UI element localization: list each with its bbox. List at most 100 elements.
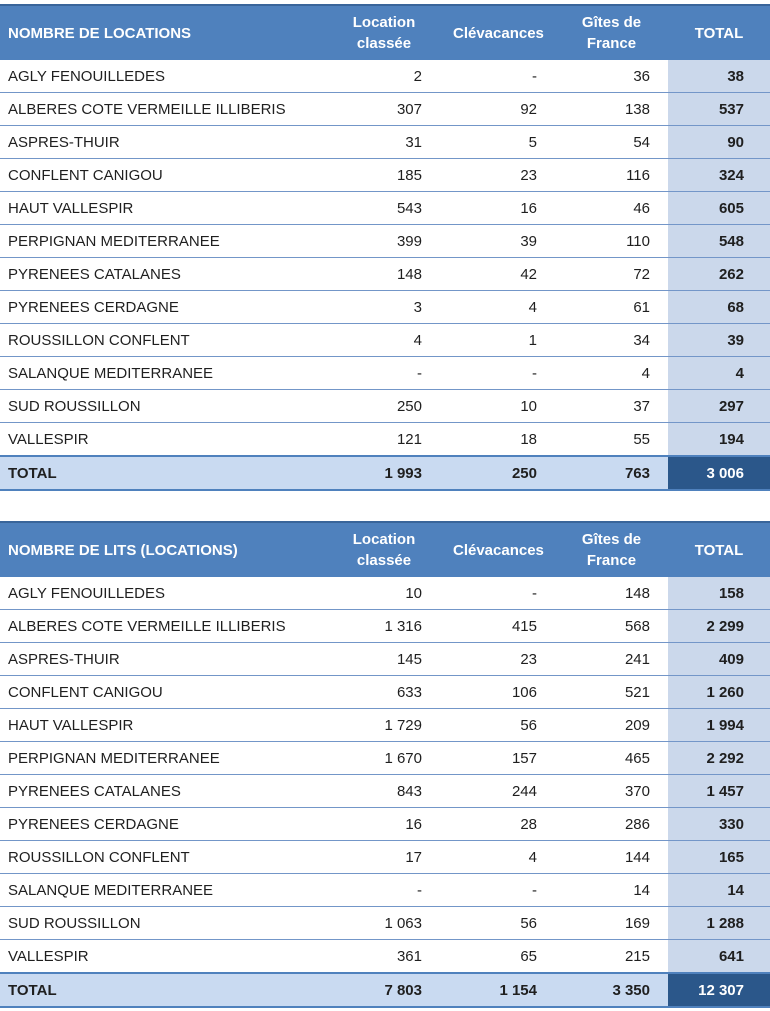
value-cell: 10 — [440, 389, 555, 423]
value-cell: 215 — [555, 939, 668, 974]
value-cell: 1 063 — [328, 906, 440, 940]
value-cell: 14 — [555, 873, 668, 907]
row-total-cell: 4 — [668, 356, 770, 390]
region-name: PYRENEES CATALANES — [0, 257, 328, 291]
table-row: ALBERES COTE VERMEILLE ILLIBERIS 307 92 138… — [0, 92, 770, 126]
value-cell: 843 — [328, 774, 440, 808]
row-total-cell: 165 — [668, 840, 770, 874]
region-name: AGLY FENOUILLEDES — [0, 60, 328, 93]
column-total: TOTAL — [668, 521, 770, 577]
row-total-cell: 38 — [668, 60, 770, 93]
total-row-label: TOTAL — [0, 972, 328, 1008]
header-row: NOMBRE DE LOCATIONS Location classée Clé… — [0, 4, 770, 60]
value-cell: 1 — [440, 323, 555, 357]
value-cell: 92 — [440, 92, 555, 126]
table-row: SALANQUE MEDITERRANEE - -4 4 — [0, 356, 770, 390]
table-row: PYRENEES CATALANES 148 42 72 262 — [0, 257, 770, 291]
row-total-cell: 1 260 — [668, 675, 770, 709]
total-row-label: TOTAL — [0, 455, 328, 491]
value-cell: 39 — [440, 224, 555, 258]
value-cell: 55 — [555, 422, 668, 457]
table-row: SUD ROUSSILLON 250 10 37 297 — [0, 389, 770, 423]
table-row: VALLESPIR 121 18 55 194 — [0, 422, 770, 457]
table-row: PYRENEES CERDAGNE 16 28 286 330 — [0, 807, 770, 841]
value-cell: 361 — [328, 939, 440, 974]
value-cell: 286 — [555, 807, 668, 841]
row-total-cell: 14 — [668, 873, 770, 907]
value-cell: 31 — [328, 125, 440, 159]
value-cell: 169 — [555, 906, 668, 940]
value-cell: - — [440, 60, 555, 93]
region-name: PERPIGNAN MEDITERRANEE — [0, 741, 328, 775]
value-cell: 16 — [328, 807, 440, 841]
value-cell: 121 — [328, 422, 440, 457]
value-cell: 65 — [440, 939, 555, 974]
region-name: HAUT VALLESPIR — [0, 191, 328, 225]
value-cell: 185 — [328, 158, 440, 192]
value-cell: 144 — [555, 840, 668, 874]
value-cell: 465 — [555, 741, 668, 775]
value-cell: 1 154 — [440, 972, 555, 1008]
value-cell: - — [440, 873, 555, 907]
value-cell: 116 — [555, 158, 668, 192]
row-total-cell: 605 — [668, 191, 770, 225]
value-cell: 399 — [328, 224, 440, 258]
row-total-cell: 537 — [668, 92, 770, 126]
value-cell: 521 — [555, 675, 668, 709]
region-name: SUD ROUSSILLON — [0, 389, 328, 423]
value-cell: 28 — [440, 807, 555, 841]
table-row: PERPIGNAN MEDITERRANEE 399 39 110 548 — [0, 224, 770, 258]
value-cell: 54 — [555, 125, 668, 159]
value-cell: 5 — [440, 125, 555, 159]
value-cell: 568 — [555, 609, 668, 643]
region-name: AGLY FENOUILLEDES — [0, 577, 328, 610]
locations-count-table-body: AGLY FENOUILLEDES 2-36 38 ALBERES COTE VERM… — [0, 60, 770, 491]
value-cell: 244 — [440, 774, 555, 808]
value-cell: 543 — [328, 191, 440, 225]
value-cell: 17 — [328, 840, 440, 874]
value-cell: - — [328, 356, 440, 390]
region-name: ALBERES COTE VERMEILLE ILLIBERIS — [0, 92, 328, 126]
region-name: SUD ROUSSILLON — [0, 906, 328, 940]
table-row: CONFLENT CANIGOU 185 23 116 324 — [0, 158, 770, 192]
value-cell: 72 — [555, 257, 668, 291]
value-cell: 56 — [440, 708, 555, 742]
value-cell: 4 — [440, 840, 555, 874]
value-cell: 1 729 — [328, 708, 440, 742]
value-cell: 1 993 — [328, 455, 440, 491]
grand-total-cell: 12 307 — [668, 972, 770, 1008]
table-row: PYRENEES CATALANES 843 244 370 1 457 — [0, 774, 770, 808]
row-total-cell: 1 288 — [668, 906, 770, 940]
value-cell: 37 — [555, 389, 668, 423]
region-name: PYRENEES CATALANES — [0, 774, 328, 808]
region-name: PERPIGNAN MEDITERRANEE — [0, 224, 328, 258]
value-cell: 10 — [328, 577, 440, 610]
locations-count-table-header: NOMBRE DE LOCATIONS Location classée Clé… — [0, 4, 770, 60]
column-total: TOTAL — [668, 4, 770, 60]
region-name: SALANQUE MEDITERRANEE — [0, 873, 328, 907]
value-cell: - — [440, 577, 555, 610]
value-cell: 1 670 — [328, 741, 440, 775]
value-cell: 46 — [555, 191, 668, 225]
value-cell: 7 803 — [328, 972, 440, 1008]
row-total-cell: 194 — [668, 422, 770, 457]
value-cell: 370 — [555, 774, 668, 808]
value-cell: 250 — [440, 455, 555, 491]
value-cell: 4 — [555, 356, 668, 390]
locations-count-table: NOMBRE DE LOCATIONS Location classée Clé… — [0, 4, 770, 491]
row-total-cell: 1 457 — [668, 774, 770, 808]
value-cell: 23 — [440, 642, 555, 676]
value-cell: 61 — [555, 290, 668, 324]
table-row: ALBERES COTE VERMEILLE ILLIBERIS 1 316 415… — [0, 609, 770, 643]
value-cell: 2 — [328, 60, 440, 93]
region-name: PYRENEES CERDAGNE — [0, 290, 328, 324]
header-row: NOMBRE DE LITS (LOCATIONS) Location clas… — [0, 521, 770, 577]
region-name: HAUT VALLESPIR — [0, 708, 328, 742]
row-total-cell: 409 — [668, 642, 770, 676]
beds-count-table-body: AGLY FENOUILLEDES 10-148 158 ALBERES COTE V… — [0, 577, 770, 1008]
table-row: HAUT VALLESPIR 1 729 56 209 1 994 — [0, 708, 770, 742]
value-cell: 307 — [328, 92, 440, 126]
row-total-cell: 39 — [668, 323, 770, 357]
row-total-cell: 330 — [668, 807, 770, 841]
